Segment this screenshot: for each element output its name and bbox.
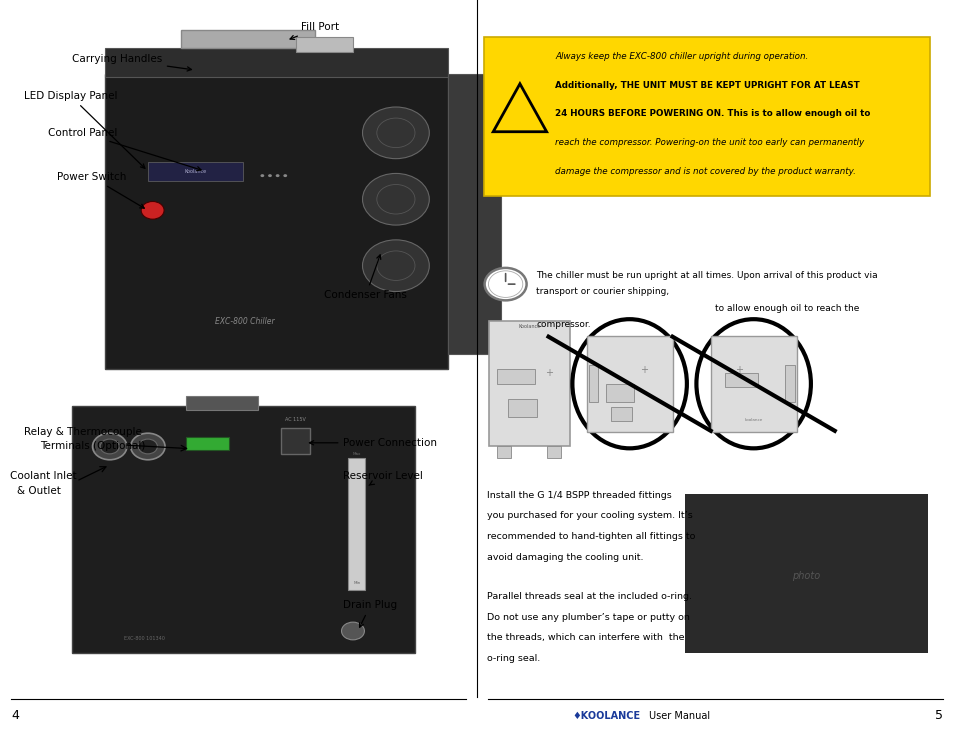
- Text: +: +: [639, 365, 647, 375]
- Text: reach the compressor. Powering-on the unit too early can permanently: reach the compressor. Powering-on the un…: [555, 138, 863, 147]
- Text: & Outlet: & Outlet: [17, 486, 61, 496]
- FancyBboxPatch shape: [710, 336, 796, 432]
- Text: Drain Plug: Drain Plug: [343, 600, 397, 627]
- FancyBboxPatch shape: [281, 428, 310, 454]
- Text: the threads, which can interfere with  the: the threads, which can interfere with th…: [486, 633, 683, 642]
- Text: Min: Min: [353, 581, 360, 585]
- FancyBboxPatch shape: [610, 407, 631, 421]
- FancyBboxPatch shape: [546, 446, 560, 458]
- FancyBboxPatch shape: [784, 365, 794, 402]
- Text: 24 HOURS BEFORE POWERING ON. This is to allow enough oil to: 24 HOURS BEFORE POWERING ON. This is to …: [555, 109, 870, 118]
- FancyBboxPatch shape: [605, 384, 634, 402]
- FancyBboxPatch shape: [586, 336, 672, 432]
- FancyBboxPatch shape: [71, 406, 415, 653]
- Text: 4: 4: [11, 709, 19, 723]
- FancyBboxPatch shape: [186, 396, 257, 410]
- FancyBboxPatch shape: [105, 74, 448, 369]
- FancyBboxPatch shape: [448, 74, 500, 354]
- Text: Fill Port: Fill Port: [290, 22, 338, 39]
- Text: koolance: koolance: [743, 418, 762, 421]
- Text: +: +: [735, 365, 742, 375]
- Circle shape: [100, 439, 119, 454]
- Text: compressor.: compressor.: [536, 320, 590, 329]
- Text: Power Connection: Power Connection: [309, 438, 437, 448]
- Text: to allow enough oil to reach the: to allow enough oil to reach the: [715, 304, 859, 313]
- Circle shape: [268, 174, 272, 177]
- FancyBboxPatch shape: [181, 30, 314, 48]
- Text: EXC-800 101340: EXC-800 101340: [124, 636, 165, 641]
- Text: EXC-800 Chiller: EXC-800 Chiller: [214, 317, 274, 325]
- FancyBboxPatch shape: [148, 162, 243, 181]
- FancyBboxPatch shape: [588, 365, 598, 402]
- Text: Coolant Inlet: Coolant Inlet: [10, 471, 76, 481]
- Text: avoid damaging the cooling unit.: avoid damaging the cooling unit.: [486, 553, 642, 562]
- Text: transport or courier shipping,: transport or courier shipping,: [536, 287, 669, 296]
- Text: o-ring seal.: o-ring seal.: [486, 654, 539, 663]
- Text: recommended to hand-tighten all fittings to: recommended to hand-tighten all fittings…: [486, 532, 694, 541]
- FancyBboxPatch shape: [508, 399, 537, 417]
- FancyBboxPatch shape: [724, 373, 758, 387]
- Text: Power Switch: Power Switch: [57, 172, 144, 208]
- Text: Do not use any plumber’s tape or putty on: Do not use any plumber’s tape or putty o…: [486, 613, 689, 621]
- Text: Koolance: Koolance: [184, 170, 207, 174]
- Text: Terminals (Optional): Terminals (Optional): [40, 441, 145, 452]
- Text: Always keep the EXC-800 chiller upright during operation.: Always keep the EXC-800 chiller upright …: [555, 52, 807, 61]
- Text: Additionally, THE UNIT MUST BE KEPT UPRIGHT FOR AT LEAST: Additionally, THE UNIT MUST BE KEPT UPRI…: [555, 80, 859, 89]
- Text: +: +: [545, 368, 553, 379]
- Circle shape: [138, 439, 157, 454]
- FancyBboxPatch shape: [489, 321, 570, 446]
- Text: Control Panel: Control Panel: [48, 128, 201, 170]
- Text: AC 115V: AC 115V: [285, 417, 306, 421]
- Circle shape: [362, 240, 429, 292]
- Text: Condenser Fans: Condenser Fans: [324, 255, 407, 300]
- Text: Carrying Handles: Carrying Handles: [71, 54, 192, 71]
- Text: User Manual: User Manual: [648, 711, 709, 721]
- Text: ♦KOOLANCE: ♦KOOLANCE: [572, 711, 639, 721]
- Text: photo: photo: [791, 570, 820, 581]
- FancyBboxPatch shape: [348, 458, 365, 590]
- Circle shape: [260, 174, 264, 177]
- Circle shape: [92, 433, 127, 460]
- FancyBboxPatch shape: [684, 494, 927, 653]
- Circle shape: [362, 173, 429, 225]
- FancyBboxPatch shape: [186, 437, 229, 450]
- Text: The chiller must be run upright at all times. Upon arrival of this product via: The chiller must be run upright at all t…: [536, 271, 877, 280]
- FancyBboxPatch shape: [497, 369, 535, 384]
- Text: Relay & Thermocouple: Relay & Thermocouple: [24, 427, 142, 437]
- FancyBboxPatch shape: [483, 37, 929, 196]
- Circle shape: [362, 107, 429, 159]
- Text: Koolance: Koolance: [518, 325, 540, 329]
- Circle shape: [484, 268, 526, 300]
- Text: Install the G 1/4 BSPP threaded fittings: Install the G 1/4 BSPP threaded fittings: [486, 491, 671, 500]
- Text: Parallel threads seal at the included o-ring.: Parallel threads seal at the included o-…: [486, 592, 691, 601]
- FancyBboxPatch shape: [295, 37, 353, 52]
- FancyBboxPatch shape: [497, 446, 511, 458]
- Circle shape: [341, 622, 364, 640]
- Text: Max: Max: [353, 452, 360, 456]
- Circle shape: [131, 433, 165, 460]
- Text: you purchased for your cooling system. It’s: you purchased for your cooling system. I…: [486, 511, 692, 520]
- Text: damage the compressor and is not covered by the product warranty.: damage the compressor and is not covered…: [555, 167, 855, 176]
- FancyBboxPatch shape: [105, 48, 448, 77]
- Text: LED Display Panel: LED Display Panel: [24, 91, 145, 168]
- Circle shape: [275, 174, 279, 177]
- Text: 5: 5: [934, 709, 942, 723]
- Circle shape: [283, 174, 287, 177]
- Text: Reservoir Level: Reservoir Level: [343, 471, 423, 486]
- Circle shape: [141, 201, 164, 219]
